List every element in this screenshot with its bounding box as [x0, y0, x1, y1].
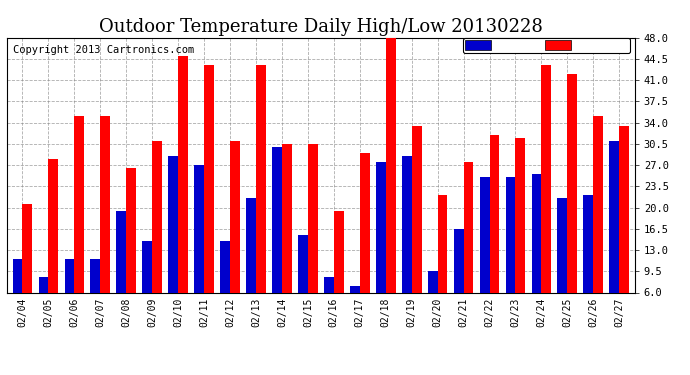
- Bar: [376, 162, 386, 292]
- Title: Outdoor Temperature Daily High/Low 20130228: Outdoor Temperature Daily High/Low 20130…: [99, 18, 543, 36]
- Bar: [204, 65, 214, 292]
- Bar: [412, 126, 422, 292]
- Bar: [506, 177, 515, 292]
- Bar: [308, 144, 317, 292]
- Bar: [584, 195, 593, 292]
- Bar: [437, 195, 448, 292]
- Bar: [12, 259, 23, 292]
- Bar: [334, 210, 344, 292]
- Bar: [515, 138, 525, 292]
- Bar: [350, 286, 359, 292]
- Bar: [531, 174, 542, 292]
- Bar: [230, 141, 240, 292]
- Bar: [100, 116, 110, 292]
- Bar: [558, 198, 567, 292]
- Legend: Low  (°F), High  (°F): Low (°F), High (°F): [462, 38, 629, 52]
- Bar: [428, 271, 437, 292]
- Bar: [480, 177, 489, 292]
- Bar: [359, 153, 370, 292]
- Text: Copyright 2013 Cartronics.com: Copyright 2013 Cartronics.com: [13, 45, 195, 55]
- Bar: [246, 198, 256, 292]
- Bar: [298, 235, 308, 292]
- Bar: [256, 65, 266, 292]
- Bar: [64, 259, 75, 292]
- Bar: [619, 126, 629, 292]
- Bar: [454, 229, 464, 292]
- Bar: [117, 210, 126, 292]
- Bar: [324, 278, 334, 292]
- Bar: [402, 156, 412, 292]
- Bar: [567, 74, 578, 292]
- Bar: [489, 135, 500, 292]
- Bar: [542, 65, 551, 292]
- Bar: [142, 241, 152, 292]
- Bar: [168, 156, 178, 292]
- Bar: [386, 34, 395, 292]
- Bar: [220, 241, 230, 292]
- Bar: [464, 162, 473, 292]
- Bar: [48, 159, 58, 292]
- Bar: [272, 147, 282, 292]
- Bar: [152, 141, 162, 292]
- Bar: [609, 141, 619, 292]
- Bar: [593, 116, 603, 292]
- Bar: [39, 278, 48, 292]
- Bar: [194, 165, 204, 292]
- Bar: [178, 56, 188, 292]
- Bar: [282, 144, 292, 292]
- Bar: [126, 168, 136, 292]
- Bar: [90, 259, 100, 292]
- Bar: [75, 116, 84, 292]
- Bar: [23, 204, 32, 292]
